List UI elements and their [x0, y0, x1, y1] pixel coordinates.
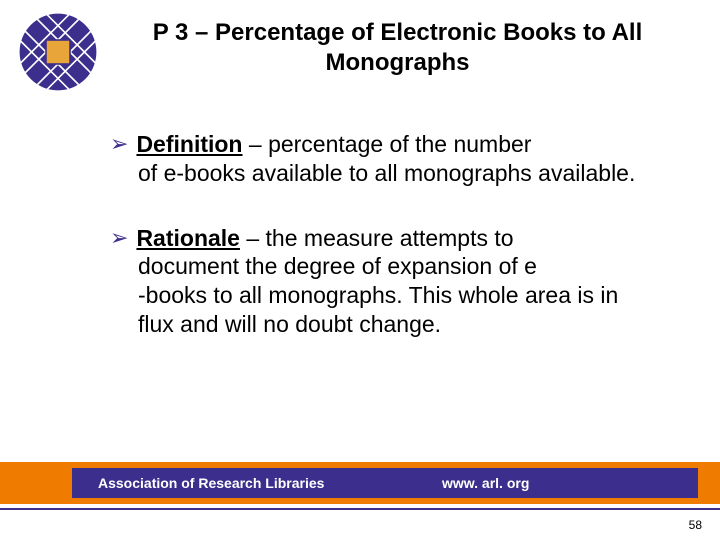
- footer-purple-bar: Association of Research Libraries www. a…: [72, 468, 698, 498]
- footer-url: www. arl. org: [442, 475, 529, 491]
- bullet-label: Definition: [136, 131, 242, 157]
- bullet-rationale: ➢ Rationale – the measure attempts to do…: [110, 224, 660, 339]
- slide-title: P 3 – Percentage of Electronic Books to …: [115, 18, 680, 78]
- bullet-label: Rationale: [136, 225, 240, 251]
- footer-underline: [0, 508, 720, 510]
- page-number: 58: [689, 518, 702, 532]
- bullet-rest: of e-books available to all monographs a…: [138, 159, 660, 188]
- bullet-first-line: Definition – percentage of the number: [136, 130, 660, 159]
- bullet-tail: percentage of the number: [268, 131, 531, 157]
- bullet-sep: –: [242, 131, 268, 157]
- bullet-definition: ➢ Definition – percentage of the number …: [110, 130, 660, 188]
- bullet-sep: –: [240, 225, 266, 251]
- footer-org: Association of Research Libraries: [98, 475, 324, 491]
- bullet-arrow-icon: ➢: [110, 224, 128, 253]
- org-logo: [18, 12, 98, 92]
- bullet-tail: the measure attempts to: [266, 225, 514, 251]
- slide-content: ➢ Definition – percentage of the number …: [110, 130, 660, 375]
- footer-bar: Association of Research Libraries www. a…: [0, 462, 720, 504]
- bullet-arrow-icon: ➢: [110, 130, 128, 159]
- bullet-rest: document the degree of expansion of e -b…: [138, 252, 660, 338]
- bullet-first-line: Rationale – the measure attempts to: [136, 224, 660, 253]
